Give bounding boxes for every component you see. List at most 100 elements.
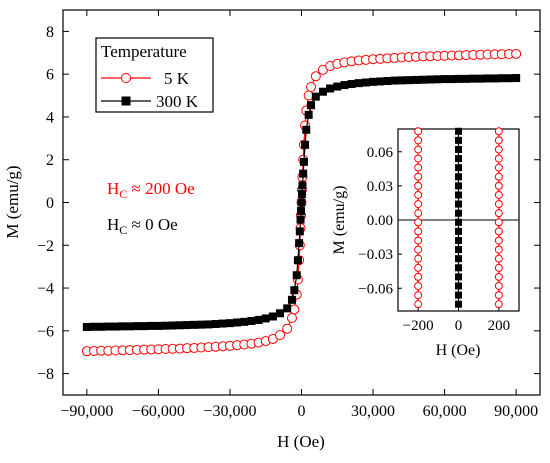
inset-data-point [414,300,423,309]
inset-data-point [414,254,423,263]
data-point [302,125,311,134]
inset-data-point [455,273,462,281]
data-point [504,74,513,83]
data-point [303,90,314,101]
data-point [204,320,213,329]
legend-marker-300k [121,96,131,106]
x-tick-label: 30,000 [351,403,395,420]
inset-data-point [414,200,423,209]
inset-data-point [414,236,423,245]
inset-y-tick-label: 0.06 [367,145,394,161]
legend-marker-5k [121,73,131,83]
data-point [240,317,249,326]
data-point [354,79,363,88]
data-point [190,320,199,329]
data-point [292,271,301,280]
data-point [397,76,406,85]
data-point [462,74,471,83]
coercivity-300k-annotation: HC ≈ 0 Oe [107,215,178,237]
data-point [411,75,420,84]
inset-data-point [494,154,503,163]
inset-data-point [455,136,462,144]
data-point [299,169,308,178]
inset-data-point [455,209,462,217]
inset-data-point [455,246,462,254]
data-point [289,304,300,315]
inset-data-point [414,263,423,272]
inset-data-point [455,155,462,163]
data-point [307,101,316,110]
data-point [218,319,227,328]
data-point [490,74,499,83]
data-point [299,157,308,166]
inset-data-point [455,164,462,172]
data-point [298,181,307,190]
inset-data-point [494,181,503,190]
data-point [275,330,286,341]
main-axis-ticks: −90,000 −60,000 −30,000 0 30,000 60,000 90,000… [37,10,540,420]
x-tick-label: 90,000 [494,403,538,420]
data-point [476,74,485,83]
data-point [132,322,141,331]
inset-data-point [494,254,503,263]
inset-data-point [414,281,423,290]
inset-data-point [455,173,462,181]
inset-x-tick-label: 0 [455,318,463,334]
inset-x-axis-label: H (Oe) [436,342,481,359]
inset-series-group [414,127,503,309]
data-point [483,74,492,83]
data-point [154,321,163,330]
data-point [161,321,170,330]
data-point [125,322,134,331]
inset-data-point [414,218,423,227]
inset-data-point [455,127,462,135]
inset-data-point [414,127,423,136]
data-point [301,140,310,149]
inset-data-point [455,191,462,199]
inset-data-point [494,300,503,309]
data-point [512,74,521,83]
inset-data-point [494,136,503,145]
data-point [390,76,399,85]
data-point [254,315,263,324]
data-point [225,319,234,328]
y-tick-label: 0 [46,195,54,212]
data-point [297,189,306,198]
inset-axis-ticks: −200 0 200 −0.06 −0.03 0.00 0.03 0.06 [358,145,510,334]
inset-y-tick-label: 0.00 [367,213,393,229]
inset-data-point [494,218,503,227]
data-point [297,207,306,216]
data-point [175,321,184,330]
inset-data-point [494,263,503,272]
data-point [419,75,428,84]
inset-y-tick-label: −0.03 [358,247,393,263]
data-point [383,77,392,86]
data-point [183,321,192,330]
data-point [293,256,302,265]
data-point [90,322,99,331]
inset-data-point [455,182,462,190]
y-axis-label: M (emu/g) [3,165,22,238]
data-point [304,110,313,119]
inset-data-point [414,181,423,190]
legend-box [95,37,214,113]
data-point [433,75,442,84]
data-point [340,81,349,90]
data-point [247,316,256,325]
inset-data-point [455,291,462,299]
data-point [287,295,296,304]
data-point [286,313,297,323]
data-point [426,75,435,84]
data-point [97,322,106,331]
data-point [333,82,342,91]
x-tick-label: −30,000 [203,403,256,420]
inset-data-point [455,282,462,290]
data-point [82,322,91,331]
data-point [197,320,206,329]
data-point [290,286,299,295]
data-point [511,48,522,59]
inset-data-point [455,255,462,263]
inset-data-point [494,227,503,236]
inset-data-point [414,245,423,254]
